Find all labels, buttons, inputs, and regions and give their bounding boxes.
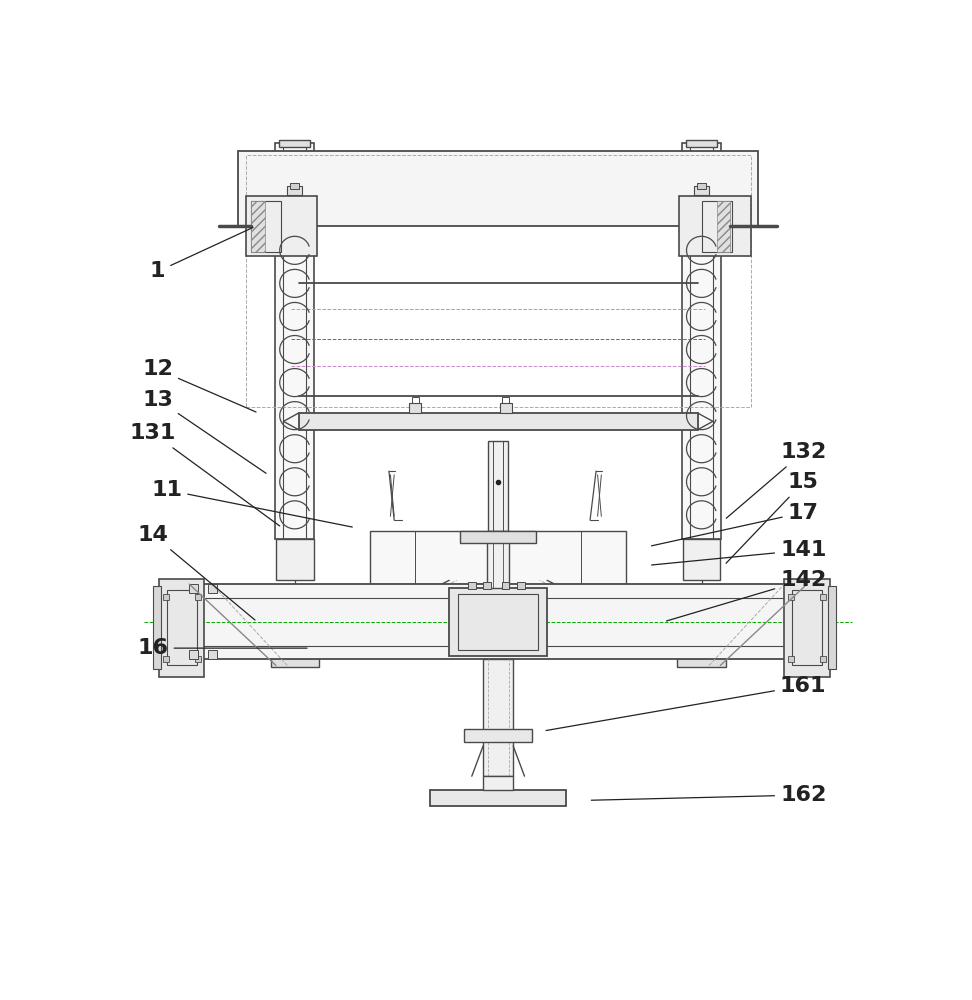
Bar — [270, 658, 319, 667]
Bar — [246, 155, 750, 407]
Bar — [677, 658, 726, 667]
Bar — [502, 582, 509, 589]
Bar — [276, 539, 314, 580]
Bar — [702, 201, 732, 252]
Bar — [208, 650, 217, 659]
Bar — [828, 586, 836, 669]
Bar — [431, 790, 566, 806]
Text: 161: 161 — [546, 676, 826, 731]
Text: 14: 14 — [138, 525, 255, 620]
Bar — [182, 584, 815, 659]
Text: 141: 141 — [651, 540, 826, 565]
Bar — [500, 403, 511, 413]
Bar — [159, 579, 204, 677]
Bar — [694, 599, 709, 610]
Text: 1: 1 — [150, 227, 253, 281]
Bar — [697, 183, 706, 189]
Bar — [469, 582, 475, 589]
Bar — [163, 656, 169, 662]
Text: 11: 11 — [152, 480, 352, 527]
Text: 12: 12 — [142, 359, 256, 412]
Bar — [275, 143, 314, 539]
Bar — [163, 594, 169, 600]
Bar — [194, 594, 200, 600]
Bar — [208, 584, 217, 593]
Bar — [788, 594, 794, 600]
Bar — [288, 186, 302, 195]
Bar — [291, 183, 299, 189]
Bar — [682, 539, 720, 580]
Bar — [784, 579, 830, 677]
Bar — [678, 196, 750, 256]
Bar — [686, 140, 717, 147]
Bar — [251, 201, 264, 252]
Bar — [246, 196, 317, 256]
Text: 15: 15 — [726, 472, 818, 563]
Bar — [461, 531, 536, 543]
Bar — [283, 644, 307, 658]
Bar — [819, 656, 826, 662]
Bar — [449, 588, 547, 656]
Text: 17: 17 — [651, 503, 818, 546]
Bar — [483, 659, 513, 776]
Bar — [238, 151, 758, 226]
Bar — [692, 622, 711, 633]
Bar — [279, 140, 310, 147]
Text: 132: 132 — [726, 442, 826, 518]
Bar — [370, 531, 626, 584]
Bar — [488, 441, 508, 531]
Bar — [694, 186, 709, 195]
Text: 16: 16 — [138, 638, 307, 658]
Bar — [288, 599, 302, 610]
Text: 142: 142 — [667, 570, 826, 621]
Bar — [502, 397, 509, 403]
Bar — [251, 201, 281, 252]
Bar — [517, 582, 525, 589]
Bar — [792, 590, 822, 665]
Bar — [190, 584, 198, 593]
Bar — [788, 656, 794, 662]
Bar — [458, 594, 538, 650]
Bar — [690, 143, 712, 539]
Bar — [819, 594, 826, 600]
Bar — [716, 201, 730, 252]
Text: 131: 131 — [130, 423, 280, 526]
Bar — [682, 143, 721, 539]
Bar — [298, 413, 698, 430]
Bar — [483, 776, 513, 790]
Text: 162: 162 — [591, 785, 826, 805]
Bar — [465, 729, 532, 742]
Bar — [167, 590, 196, 665]
Bar — [286, 622, 304, 633]
Bar — [483, 582, 491, 589]
Bar — [689, 644, 713, 658]
Bar — [487, 539, 509, 588]
Text: 13: 13 — [142, 390, 266, 473]
Bar — [194, 656, 200, 662]
Bar — [284, 143, 306, 539]
Bar — [190, 650, 198, 659]
Bar — [411, 397, 419, 403]
Bar — [409, 403, 421, 413]
Bar — [154, 586, 160, 669]
